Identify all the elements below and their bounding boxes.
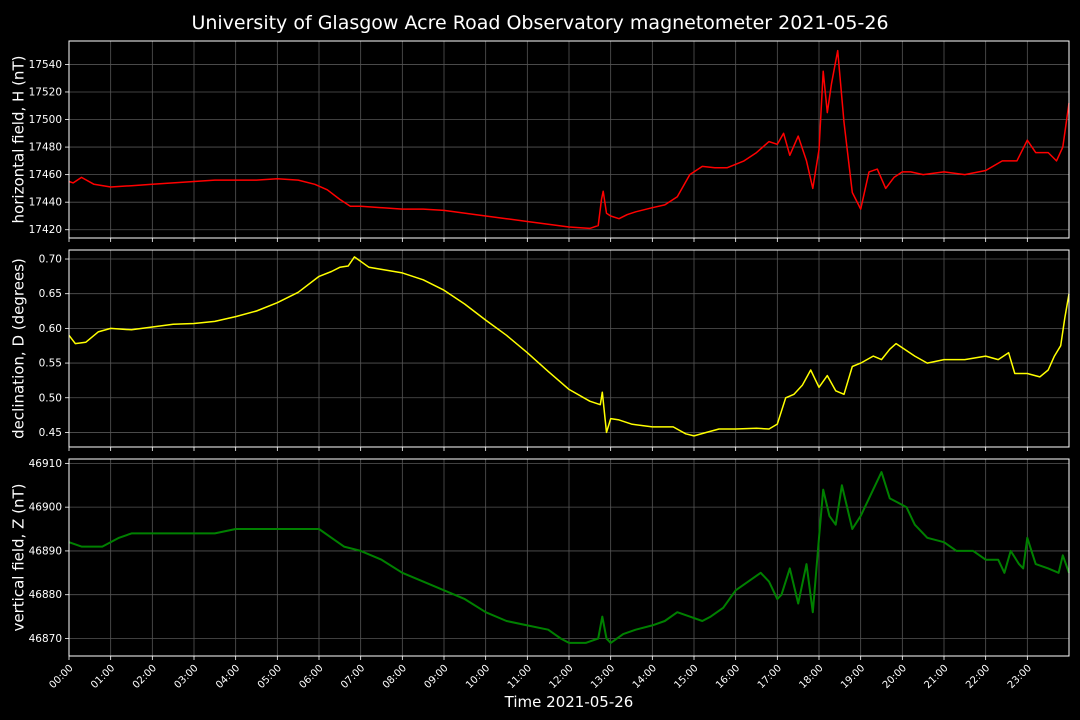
panel-d-series-line: [68, 256, 1070, 437]
panel-z-frame: [68, 458, 1070, 657]
panel-d-ytick-label-5: 0.70: [39, 254, 62, 266]
panel-z-ylabel: vertical field, Z (nT): [10, 483, 28, 631]
panel-z-ytick-label-4: 46910: [29, 458, 62, 470]
panel-h-ylabel: horizontal field, H (nT): [10, 56, 28, 224]
panel-d-ylabel: declination, D (degrees): [10, 258, 28, 439]
panel-d-frame: [68, 249, 1070, 448]
panel-z-series-line: [68, 471, 1070, 644]
panel-z-ytick-label-3: 46900: [29, 502, 62, 514]
panel-h-ytick-label-5: 17520: [29, 86, 62, 98]
panel-h-ytick-label-1: 17440: [29, 197, 62, 209]
panel-h-ytick-label-0: 17420: [29, 224, 62, 236]
panel-h-ytick-label-3: 17480: [29, 142, 62, 154]
panel-h: 17420 17440 17460 17480 17500 17520 17540horiz…: [10, 40, 1070, 242]
panel-h-frame: [68, 40, 1070, 239]
panel-d-ytick-label-4: 0.65: [39, 288, 62, 300]
panel-h-series-line: [68, 49, 1070, 230]
chart-title: University of Glasgow Acre Road Observat…: [191, 12, 888, 34]
panel-d-ytick-label-3: 0.60: [39, 323, 62, 335]
panel-h-ytick-label-6: 17540: [29, 59, 62, 71]
panel-d: 0.45 0.50 0.55 0.60 0.65 0.70 declination, D (…: [10, 249, 1070, 451]
panel-z-ytick-label-0: 46870: [29, 633, 62, 645]
panel-d-ytick-label-2: 0.55: [39, 358, 62, 370]
panel-d-ytick-label-1: 0.50: [39, 392, 62, 404]
x-axis-label: Time 2021-05-26: [504, 693, 634, 711]
panel-h-ytick-label-4: 17500: [29, 114, 62, 126]
panel-z-ytick-label-2: 46890: [29, 545, 62, 557]
panel-d-ytick-label-0: 0.45: [39, 427, 62, 439]
panel-z-ytick-label-1: 46880: [29, 589, 62, 601]
panel-h-ytick-label-2: 17460: [29, 169, 62, 181]
